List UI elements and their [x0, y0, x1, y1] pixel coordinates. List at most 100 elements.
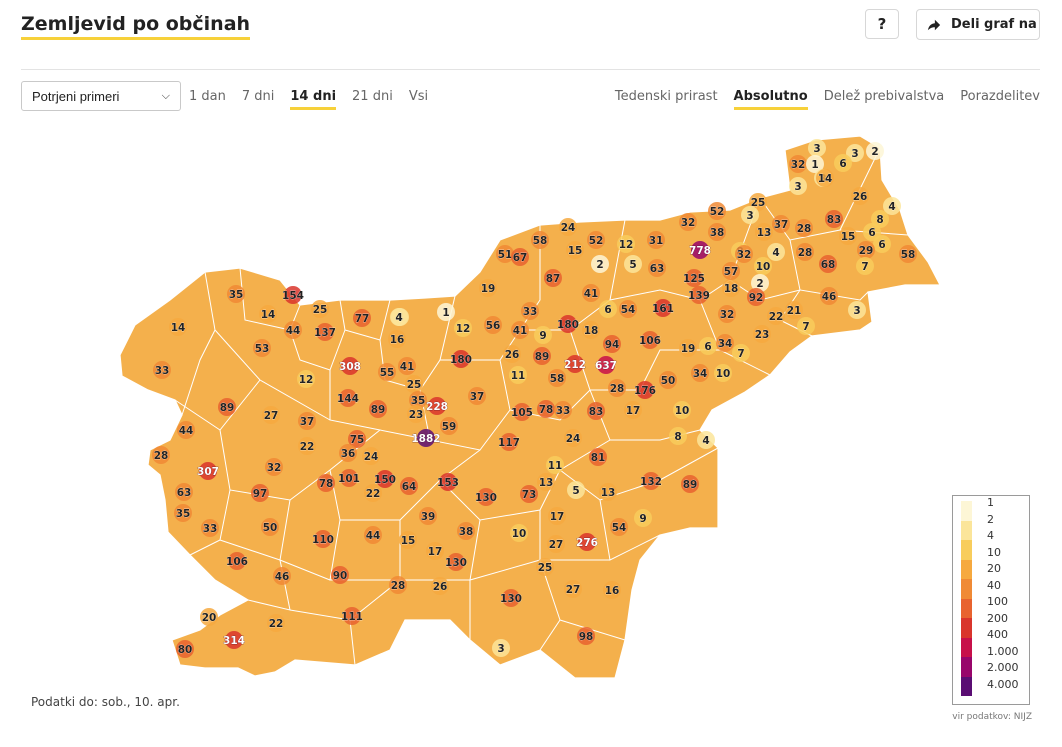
municipality-region[interactable] [732, 344, 750, 362]
municipality-region[interactable] [636, 381, 654, 399]
municipality-region[interactable] [388, 330, 406, 348]
tab-14-days[interactable]: 14 dni [290, 88, 337, 110]
municipality-region[interactable] [546, 456, 564, 474]
municipality-region[interactable] [749, 193, 767, 211]
municipality-region[interactable] [659, 371, 677, 389]
municipality-region[interactable] [816, 169, 834, 187]
municipality-region[interactable] [339, 444, 357, 462]
municipality-region[interactable] [533, 347, 551, 365]
municipality-region[interactable] [484, 316, 502, 334]
municipality-region[interactable] [785, 301, 803, 319]
municipality-region[interactable] [228, 552, 246, 570]
municipality-region[interactable] [617, 235, 635, 253]
municipality-region[interactable] [479, 279, 497, 297]
municipality-region[interactable] [641, 331, 659, 349]
municipality-region[interactable] [419, 507, 437, 525]
municipality-region[interactable] [587, 231, 605, 249]
help-button[interactable]: ? [865, 9, 899, 39]
municipality-region[interactable] [298, 412, 316, 430]
municipality-region[interactable] [417, 429, 435, 447]
municipality-region[interactable] [389, 576, 407, 594]
municipality-region[interactable] [697, 431, 715, 449]
municipality-region[interactable] [587, 402, 605, 420]
municipality-region[interactable] [741, 206, 759, 224]
municipality-region[interactable] [795, 219, 813, 237]
municipality-region[interactable] [362, 447, 380, 465]
tab-population-share[interactable]: Delež prebivalstva [823, 89, 945, 104]
tab-7-days[interactable]: 7 dni [241, 89, 275, 104]
municipality-region[interactable] [400, 477, 418, 495]
municipality-region[interactable] [431, 577, 449, 595]
municipality-region[interactable] [582, 321, 600, 339]
municipality-region[interactable] [311, 300, 329, 318]
municipality-region[interactable] [873, 235, 891, 253]
municipality-region[interactable] [856, 257, 874, 275]
municipality-region[interactable] [648, 259, 666, 277]
municipality-region[interactable] [834, 154, 852, 172]
municipality-region[interactable] [839, 227, 857, 245]
municipality-region[interactable] [753, 325, 771, 343]
municipality-region[interactable] [589, 448, 607, 466]
municipality-region[interactable] [169, 318, 187, 336]
municipality-region[interactable] [819, 255, 837, 273]
municipality-region[interactable] [200, 608, 218, 626]
municipality-region[interactable] [536, 558, 554, 576]
tab-all[interactable]: Vsi [408, 89, 429, 104]
municipality-region[interactable] [564, 429, 582, 447]
municipality-region[interactable] [566, 241, 584, 259]
municipality-region[interactable] [863, 223, 881, 241]
municipality-region[interactable] [796, 243, 814, 261]
municipality-region[interactable] [642, 472, 660, 490]
municipality-region[interactable] [251, 484, 269, 502]
municipality-region[interactable] [747, 288, 765, 306]
municipality-region[interactable] [340, 469, 358, 487]
municipality-region[interactable] [582, 284, 600, 302]
municipality-region[interactable] [619, 300, 637, 318]
municipality-region[interactable] [851, 187, 869, 205]
municipality-region[interactable] [343, 607, 361, 625]
municipality-region[interactable] [511, 248, 529, 266]
municipality-region[interactable] [339, 389, 357, 407]
municipality-region[interactable] [534, 326, 552, 344]
municipality-region[interactable] [866, 142, 884, 160]
municipality-region[interactable] [599, 300, 617, 318]
municipality-region[interactable] [468, 387, 486, 405]
municipality-region[interactable] [378, 363, 396, 381]
municipality-region[interactable] [899, 245, 917, 263]
municipality-region[interactable] [407, 405, 425, 423]
municipality-region[interactable] [298, 437, 316, 455]
municipality-region[interactable] [398, 357, 416, 375]
municipality-region[interactable] [767, 243, 785, 261]
municipality-region[interactable] [265, 458, 283, 476]
metric-select[interactable]: Potrjeni primeri ⌵ [21, 81, 181, 111]
municipality-region[interactable] [267, 614, 285, 632]
municipality-region[interactable] [547, 535, 565, 553]
municipality-region[interactable] [699, 337, 717, 355]
municipality-region[interactable] [253, 339, 271, 357]
municipality-region[interactable] [353, 309, 371, 327]
municipality-region[interactable] [559, 315, 577, 333]
municipality-region[interactable] [152, 446, 170, 464]
municipality-region[interactable] [440, 417, 458, 435]
municipality-region[interactable] [364, 526, 382, 544]
municipality-region[interactable] [754, 257, 772, 275]
municipality-region[interactable] [405, 375, 423, 393]
municipality-region[interactable] [199, 462, 217, 480]
municipality-region[interactable] [685, 269, 703, 287]
municipality-region[interactable] [261, 518, 279, 536]
municipality-region[interactable] [513, 403, 531, 421]
municipality-region[interactable] [848, 301, 866, 319]
municipality-region[interactable] [669, 427, 687, 445]
municipality-region[interactable] [369, 400, 387, 418]
municipality-region[interactable] [578, 533, 596, 551]
municipality-region[interactable] [722, 279, 740, 297]
municipality-region[interactable] [634, 509, 652, 527]
municipality-region[interactable] [284, 321, 302, 339]
municipality-region[interactable] [503, 345, 521, 363]
municipality-region[interactable] [797, 317, 815, 335]
municipality-region[interactable] [690, 286, 708, 304]
municipality-region[interactable] [390, 308, 408, 326]
municipality-region[interactable] [177, 421, 195, 439]
municipality-region[interactable] [176, 640, 194, 658]
municipality-region[interactable] [531, 231, 549, 249]
